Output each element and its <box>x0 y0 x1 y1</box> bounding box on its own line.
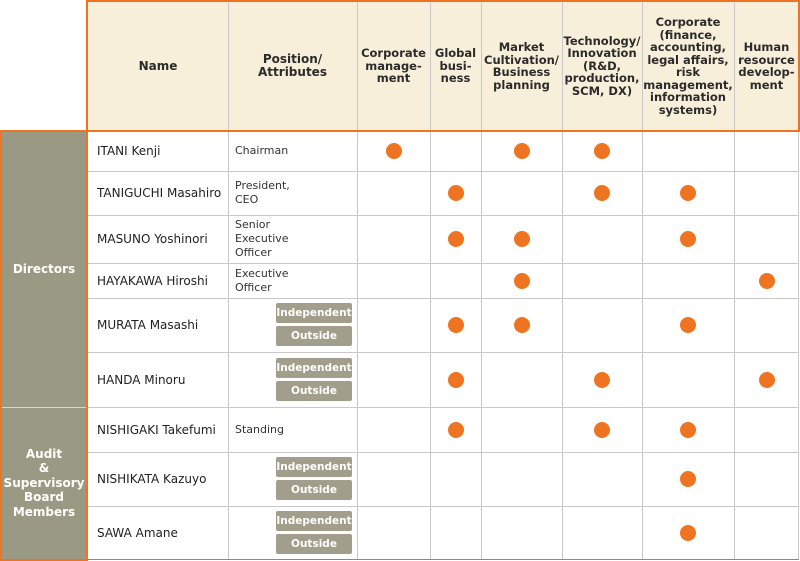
outside-badge: Outside <box>276 380 352 401</box>
group-label-0: Directors <box>1 131 87 407</box>
member-name: TANIGUCHI Masahiro <box>97 186 222 200</box>
row-divider <box>88 352 799 353</box>
header-position-attributes: Position/ Attributes <box>258 52 327 79</box>
skill-dot <box>680 317 696 333</box>
member-name: SAWA Amane <box>97 525 178 540</box>
header-skill-0: Corporate manage- ment <box>361 46 426 86</box>
table-bottom-edge <box>87 559 799 560</box>
table-right-edge <box>798 131 799 559</box>
member-name: ITANI Kenji <box>97 144 161 158</box>
outside-badge: Outside <box>276 326 352 346</box>
member-position: Senior Executive Officer <box>235 218 289 259</box>
row-divider <box>88 215 799 216</box>
column-divider <box>228 1 229 559</box>
skill-dot <box>385 143 402 159</box>
skill-dot <box>680 231 696 247</box>
member-name: HAYAKAWA Hiroshi <box>97 273 208 288</box>
skill-dot <box>758 371 775 388</box>
header-orange-frame <box>86 0 800 132</box>
row-divider <box>88 298 799 299</box>
member-position: Chairman <box>235 144 289 157</box>
skill-dot <box>513 231 530 247</box>
independent-badge: Independent <box>276 357 352 378</box>
column-divider <box>734 1 735 559</box>
skill-dot <box>758 272 775 289</box>
member-position: Standing <box>235 422 285 436</box>
skill-dot <box>513 272 530 289</box>
header-skill-3: Technology/ Innovation (R&D, production,… <box>563 33 641 98</box>
column-divider <box>562 1 563 559</box>
header-skill-2: Market Cultivation/ Business planning <box>484 40 559 92</box>
outside-badge: Outside <box>276 533 352 554</box>
skill-dot <box>447 185 464 201</box>
row-divider <box>88 407 799 408</box>
row-divider <box>88 171 799 172</box>
column-divider <box>357 1 358 559</box>
independent-badge: Independent <box>276 303 352 323</box>
header-row-background <box>88 1 799 131</box>
group-label-1: Audit & Supervisory Board Members <box>1 407 87 559</box>
skill-dot <box>594 421 610 438</box>
member-name: NISHIGAKI Takefumi <box>97 422 216 437</box>
column-divider <box>481 1 482 559</box>
member-position: Executive Officer <box>235 266 289 294</box>
row-divider <box>88 506 799 507</box>
skill-dot <box>513 143 530 159</box>
header-name: Name <box>138 58 178 73</box>
skill-dot <box>513 317 530 333</box>
group-orange-frame <box>0 130 88 561</box>
member-name: NISHIKATA Kazuyo <box>97 472 207 486</box>
row-divider <box>88 452 799 453</box>
skill-dot <box>447 231 464 247</box>
independent-badge: Independent <box>276 510 352 531</box>
skill-dot <box>680 421 696 438</box>
skill-dot <box>447 421 464 438</box>
skill-dot <box>680 471 696 487</box>
skill-dot <box>594 143 610 159</box>
header-skill-1: Global busi- ness <box>434 46 477 86</box>
header-skill-4: Corporate (finance, accounting, legal af… <box>643 15 733 117</box>
member-name: MURATA Masashi <box>97 318 199 332</box>
member-position: President, CEO <box>235 179 290 206</box>
outside-badge: Outside <box>276 480 352 500</box>
skill-dot <box>594 185 610 201</box>
group-divider <box>1 407 87 408</box>
skill-dot <box>447 371 464 388</box>
column-divider <box>430 1 431 559</box>
skill-dot <box>594 371 610 388</box>
skill-dot <box>680 524 696 541</box>
skill-dot <box>447 317 464 333</box>
column-divider <box>642 1 643 559</box>
header-skill-5: Human resource develop- ment <box>738 40 795 92</box>
independent-badge: Independent <box>276 457 352 477</box>
row-divider <box>88 263 799 264</box>
member-name: MASUNO Yoshinori <box>97 232 208 246</box>
skill-dot <box>680 185 696 201</box>
member-name: HANDA Minoru <box>97 372 186 387</box>
